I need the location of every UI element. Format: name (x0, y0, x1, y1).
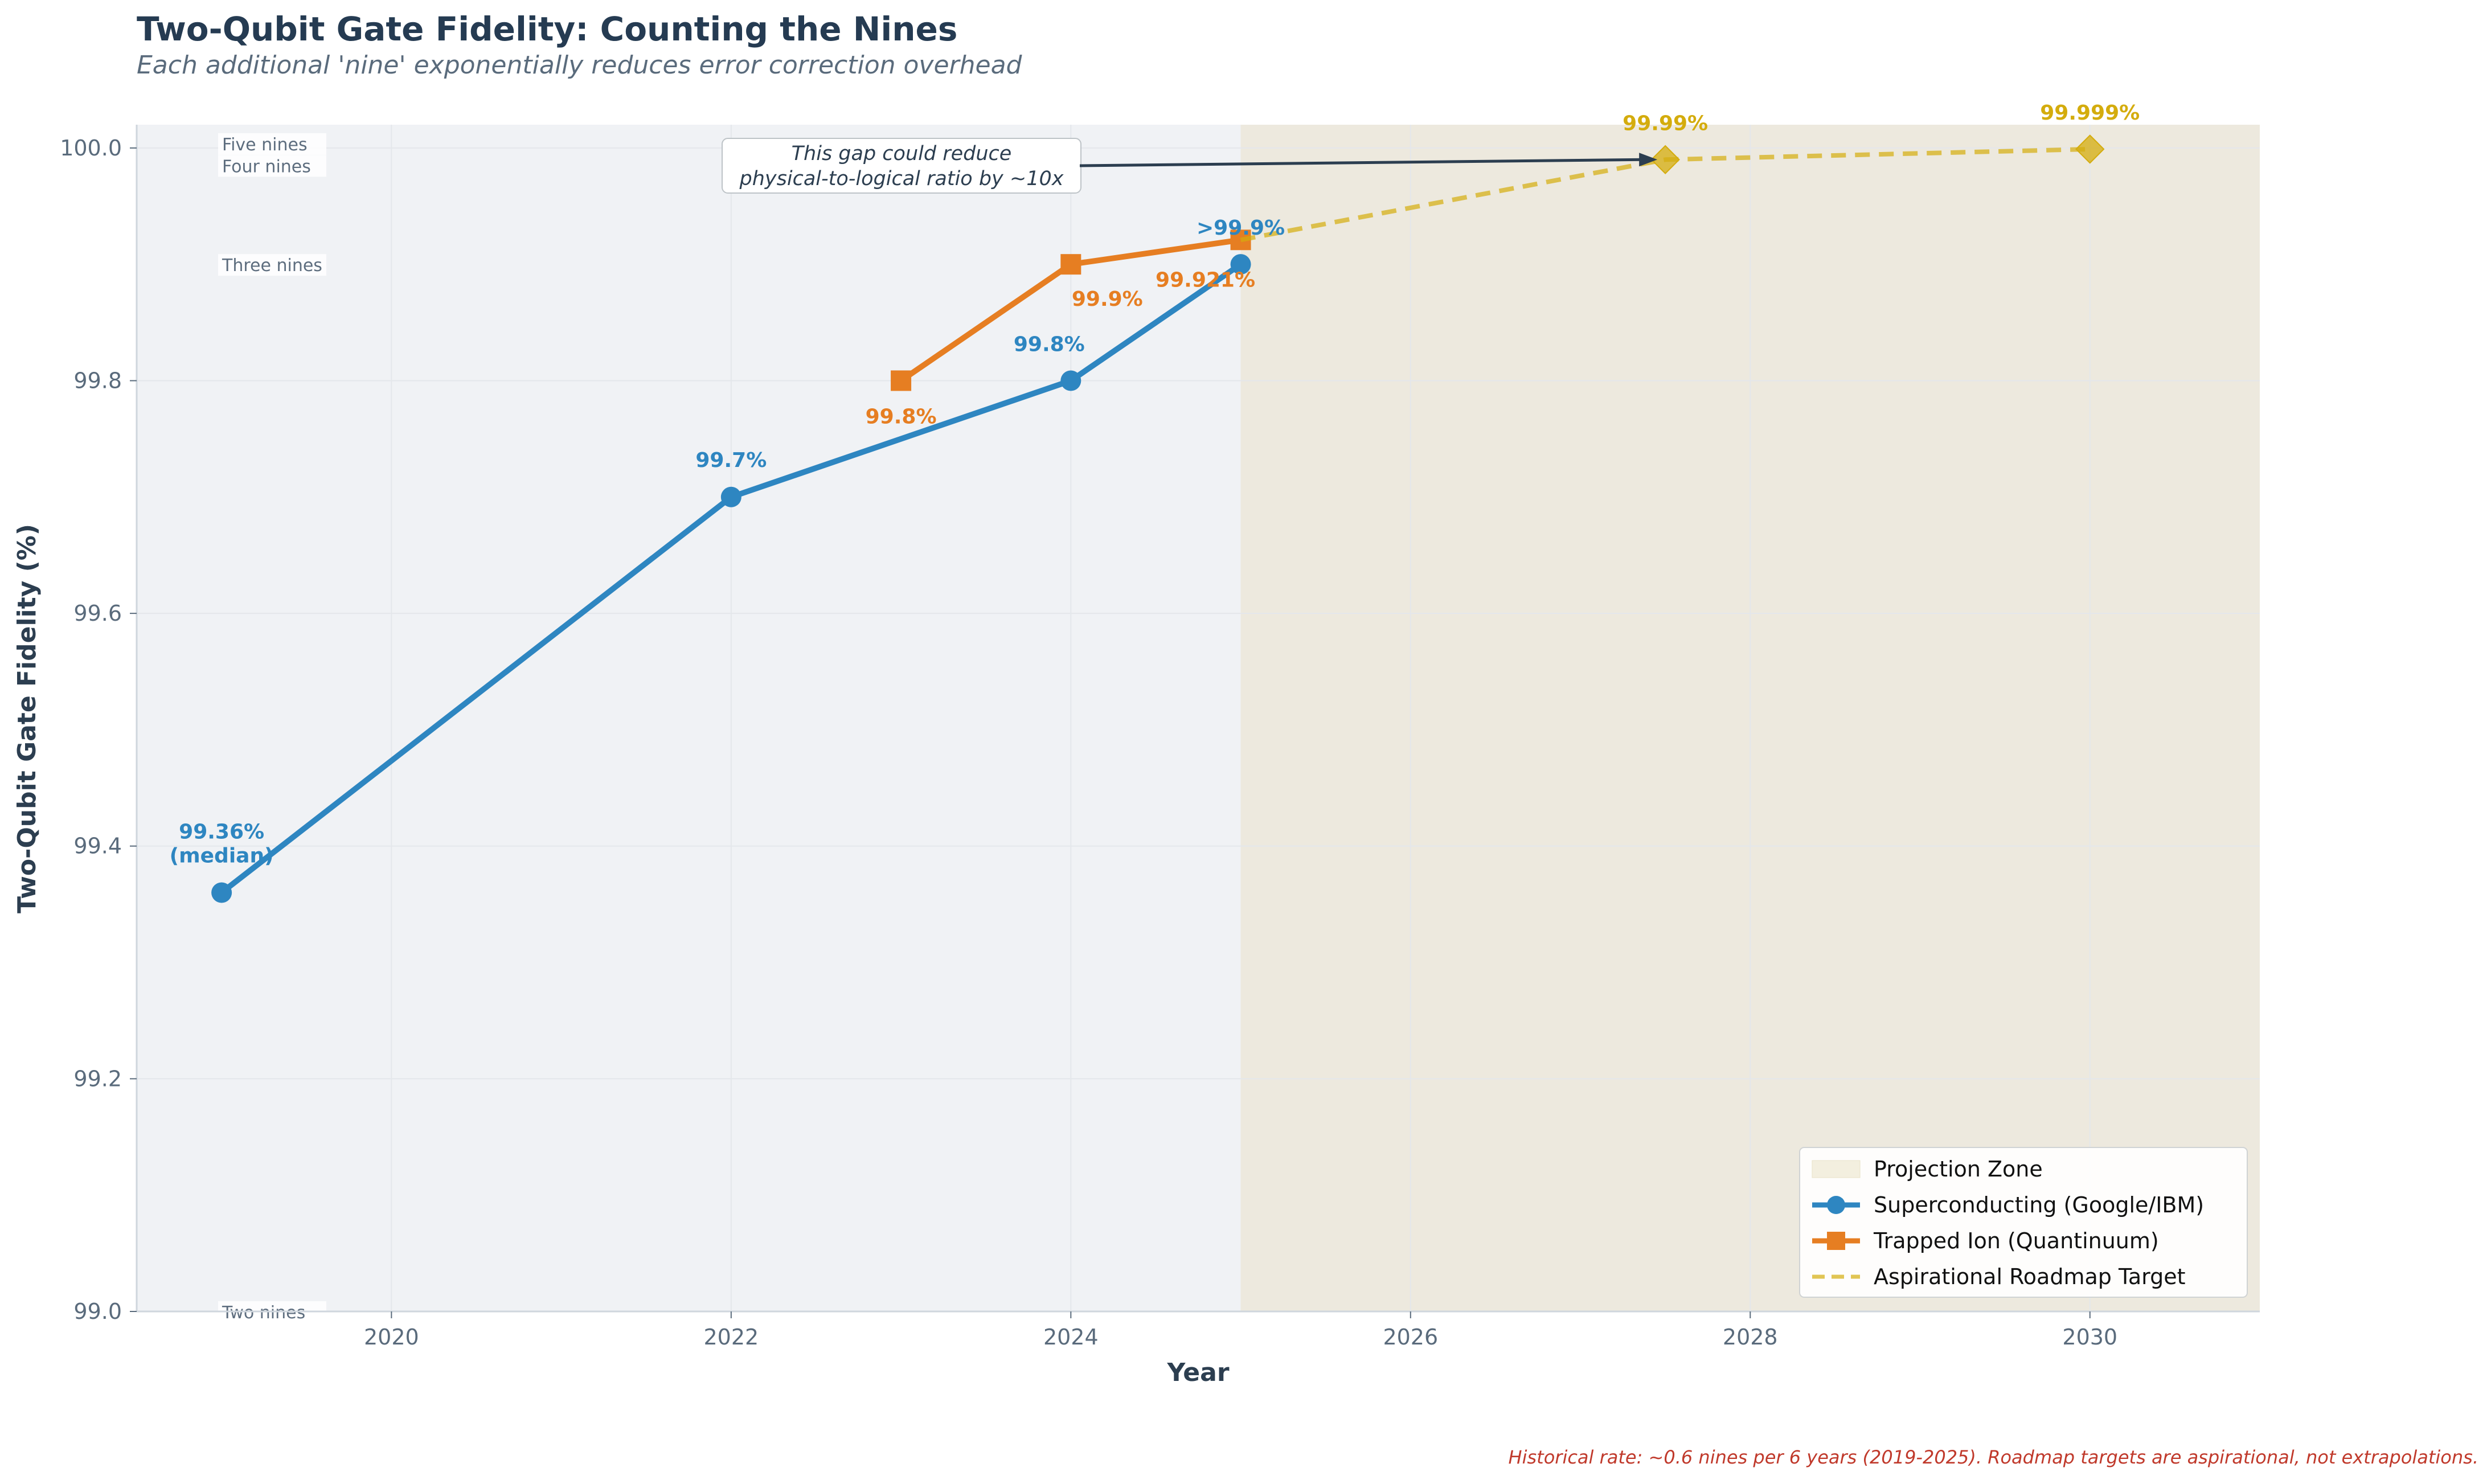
annotation-text: physical-to-logical ratio by ~10x (739, 167, 1064, 190)
nines-label-text: Three nines (222, 256, 322, 276)
data-label: 99.8% (866, 405, 937, 428)
y-tick-label: 100.0 (60, 136, 122, 161)
data-point (1060, 254, 1081, 275)
legend-swatch-marker (1827, 1196, 1845, 1214)
data-label: 99.999% (2040, 101, 2140, 125)
data-point (211, 882, 232, 903)
data-label: 99.7% (695, 449, 767, 472)
nines-label-text: Four nines (222, 157, 311, 177)
nines-label: Four nines (218, 155, 326, 177)
x-axis-label: Year (1166, 1358, 1229, 1387)
annotation-text: This gap could reduce (792, 142, 1012, 165)
nines-label: Three nines (218, 254, 326, 276)
gap-annotation: This gap could reducephysical-to-logical… (722, 138, 1658, 194)
x-tick-label: 2030 (2062, 1325, 2117, 1350)
x-tick-label: 2024 (1043, 1325, 1099, 1350)
legend-swatch-projection (1812, 1160, 1861, 1178)
legend-label: Superconducting (Google/IBM) (1874, 1192, 2204, 1217)
legend-label: Aspirational Roadmap Target (1874, 1264, 2186, 1289)
legend-box (1799, 1147, 2248, 1298)
legend-label: Projection Zone (1874, 1157, 2043, 1182)
data-label: 99.9% (1072, 288, 1143, 311)
series-line-0 (219, 261, 1244, 896)
chart-subtitle: Each additional 'nine' exponentially red… (137, 51, 1023, 80)
nines-label-bg (218, 133, 326, 155)
data-point (720, 486, 741, 507)
y-axis-label: Two-Qubit Gate Fidelity (%) (13, 524, 42, 913)
data-label: 99.8% (1014, 333, 1085, 356)
data-point (1650, 145, 1680, 175)
data-point (2075, 134, 2105, 164)
nines-label-bg (218, 155, 326, 177)
chart-title: Two-Qubit Gate Fidelity: Counting the Ni… (137, 10, 957, 48)
annotation-arrow (1079, 158, 1644, 167)
nines-label-bg (218, 254, 326, 276)
nines-label-text: Five nines (222, 135, 308, 155)
y-tick-label: 99.8 (73, 368, 122, 393)
legend-label: Trapped Ion (Quantinuum) (1873, 1228, 2159, 1253)
data-point (1230, 254, 1251, 275)
data-label: 99.99% (1623, 112, 1708, 135)
legend-swatch-marker (1827, 1232, 1845, 1250)
y-tick-label: 99.4 (73, 834, 122, 859)
data-point (891, 370, 912, 391)
footnote: Historical rate: ~0.6 nines per 6 years … (1509, 1446, 2478, 1468)
y-tick-label: 99.2 (73, 1066, 122, 1091)
annotation-arrowhead (1639, 153, 1658, 167)
x-tick-label: 2022 (703, 1325, 759, 1350)
legend: Projection Zone Superconducting (Google/I… (1799, 1147, 2248, 1298)
data-point (1060, 370, 1081, 391)
y-tick-label: 99.0 (73, 1299, 122, 1324)
x-tick-label: 2028 (1723, 1325, 1778, 1350)
x-tick-label: 2026 (1383, 1325, 1438, 1350)
data-label: >99.9% (1197, 216, 1285, 240)
nines-label-text: Two nines (222, 1303, 305, 1323)
nines-label: Five nines (218, 133, 326, 155)
data-label: 99.921% (1156, 268, 1255, 292)
data-label: 99.36% (median) (170, 820, 274, 867)
y-tick-label: 99.6 (73, 601, 122, 626)
x-tick-label: 2020 (364, 1325, 419, 1350)
